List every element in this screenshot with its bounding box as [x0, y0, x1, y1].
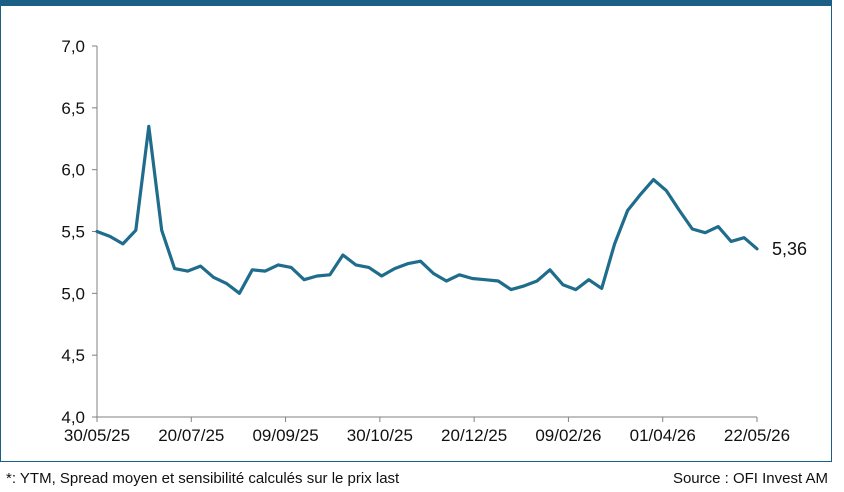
data-point	[225, 282, 228, 285]
data-point	[665, 189, 668, 192]
data-point	[302, 278, 306, 281]
data-point	[238, 292, 241, 295]
data-point	[251, 268, 254, 272]
data-point	[276, 263, 280, 267]
x-tick-label: 20/07/25	[158, 426, 224, 445]
y-tick-label: 6,0	[61, 161, 85, 180]
data-point	[406, 262, 409, 265]
data-point	[535, 279, 539, 283]
data-point	[199, 264, 202, 268]
data-point	[613, 242, 616, 246]
data-point	[445, 279, 448, 283]
series-line	[95, 124, 759, 295]
data-point	[496, 279, 500, 283]
x-axis: 30/05/25 20/07/25 09/09/25 30/10/25 20/12/25…	[64, 416, 790, 445]
data-point	[186, 269, 189, 273]
data-point	[471, 277, 474, 280]
y-axis: 4,0 4,5 5,0 5,5 6,0 6,5 7,0	[61, 37, 98, 427]
x-tick-label: 20/12/25	[441, 426, 507, 445]
data-point	[600, 287, 603, 290]
y-tick-label: 7,0	[61, 37, 85, 56]
y-tick-label: 6,5	[61, 99, 85, 118]
data-point	[742, 236, 746, 239]
y-tick-label: 5,0	[61, 284, 85, 303]
data-point	[729, 240, 733, 243]
data-point	[678, 209, 681, 212]
data-point	[367, 266, 370, 269]
data-point	[652, 178, 655, 181]
data-point	[574, 288, 578, 291]
data-point	[289, 266, 293, 269]
data-point	[264, 269, 267, 273]
data-point	[561, 283, 565, 286]
source-note: Source : OFI Invest AM	[672, 470, 828, 487]
data-point	[95, 230, 99, 233]
data-point	[121, 242, 125, 246]
data-point	[458, 273, 461, 276]
data-point	[354, 263, 358, 267]
data-point	[639, 193, 642, 196]
data-point	[341, 253, 345, 257]
series-layer	[95, 124, 759, 295]
data-point	[626, 209, 629, 212]
footnote: *: YTM, Spread moyen et sensibilité calc…	[6, 470, 400, 487]
x-tick-label: 01/04/26	[630, 426, 696, 445]
y-tick-label: 4,5	[61, 346, 85, 365]
data-point	[548, 268, 552, 272]
data-point	[380, 274, 383, 278]
y-tick-label: 4,0	[61, 408, 85, 427]
data-point	[432, 272, 435, 275]
chart-frame	[0, 0, 832, 462]
data-point	[755, 247, 759, 251]
x-tick-label: 30/10/25	[347, 426, 413, 445]
y-tick-label: 5,5	[61, 223, 85, 242]
last-value-label: 5,36	[772, 239, 807, 259]
data-point	[393, 267, 396, 270]
x-tick-label: 22/05/26	[724, 426, 790, 445]
data-point	[108, 235, 112, 238]
data-point	[587, 278, 590, 281]
data-point	[509, 288, 513, 291]
data-point	[419, 259, 422, 263]
data-point	[212, 276, 215, 279]
data-point	[328, 273, 332, 276]
top-accent-bar	[0, 0, 832, 6]
data-point	[484, 278, 487, 281]
x-tick-label: 30/05/25	[64, 426, 130, 445]
data-point	[522, 284, 526, 288]
x-tick-label: 09/09/25	[252, 426, 318, 445]
data-point	[134, 229, 138, 232]
data-point	[716, 225, 720, 228]
data-point	[704, 231, 707, 234]
data-point	[691, 227, 694, 231]
data-point	[315, 274, 319, 278]
data-point	[147, 125, 150, 128]
data-point	[173, 267, 176, 270]
data-point	[160, 229, 163, 232]
x-tick-label: 09/02/26	[535, 426, 601, 445]
